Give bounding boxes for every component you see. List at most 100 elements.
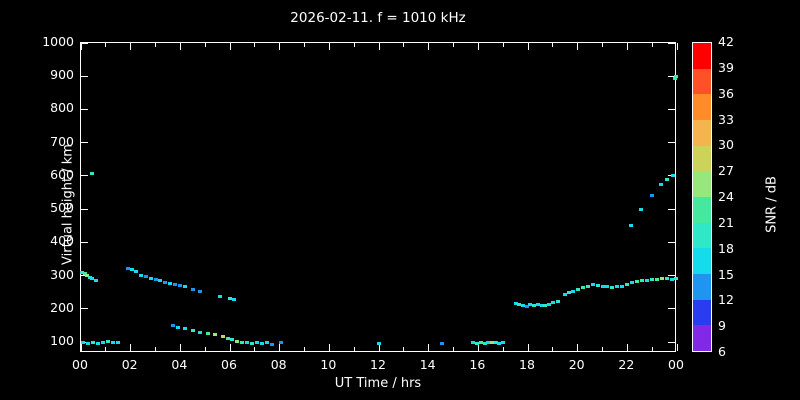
x-minor-tick bbox=[502, 347, 504, 351]
data-point bbox=[175, 325, 180, 329]
x-minor-tick bbox=[552, 43, 554, 47]
data-point bbox=[198, 290, 203, 294]
y-tick bbox=[668, 275, 675, 277]
x-tick-label: 00 bbox=[668, 357, 684, 372]
data-point bbox=[570, 289, 575, 293]
data-point bbox=[225, 336, 230, 340]
data-point bbox=[205, 331, 210, 335]
x-tick bbox=[676, 344, 678, 351]
y-tick bbox=[81, 275, 88, 277]
data-point bbox=[563, 293, 568, 297]
data-point bbox=[133, 270, 138, 274]
data-point bbox=[198, 330, 203, 334]
colorbar-segment bbox=[693, 325, 711, 352]
x-tick bbox=[279, 43, 281, 50]
data-point bbox=[486, 340, 491, 344]
data-point bbox=[575, 288, 580, 292]
data-point bbox=[489, 341, 494, 345]
data-point bbox=[265, 341, 270, 345]
data-point bbox=[513, 301, 518, 305]
y-tick bbox=[668, 241, 675, 243]
data-point bbox=[87, 275, 92, 279]
y-tick bbox=[668, 142, 675, 144]
y-tick-label: 500 bbox=[50, 200, 74, 216]
x-minor-tick bbox=[304, 43, 305, 47]
data-point bbox=[543, 304, 548, 308]
data-point bbox=[539, 303, 544, 307]
y-tick-label: 100 bbox=[50, 333, 74, 349]
x-tick bbox=[626, 43, 628, 50]
y-tick-label: 700 bbox=[50, 133, 74, 149]
data-point bbox=[240, 340, 245, 344]
x-minor-tick bbox=[155, 43, 156, 47]
x-tick-label: 14 bbox=[419, 357, 436, 372]
data-point bbox=[245, 340, 250, 344]
data-point bbox=[231, 298, 236, 301]
data-point bbox=[101, 340, 106, 344]
x-minor-tick bbox=[254, 347, 256, 351]
data-point bbox=[129, 268, 134, 272]
data-point bbox=[90, 171, 95, 175]
data-point bbox=[158, 279, 163, 283]
data-point bbox=[81, 340, 86, 344]
x-axis-label: UT Time / hrs bbox=[334, 376, 422, 391]
data-point bbox=[106, 339, 111, 343]
data-point bbox=[190, 328, 195, 332]
data-point bbox=[230, 338, 235, 342]
colorbar-segment bbox=[693, 171, 711, 198]
x-minor-tick bbox=[204, 43, 206, 47]
data-point bbox=[620, 285, 625, 289]
data-point bbox=[658, 182, 663, 186]
data-point bbox=[148, 276, 153, 280]
data-point bbox=[126, 266, 131, 270]
data-point bbox=[270, 342, 275, 346]
x-tick bbox=[328, 43, 330, 50]
data-point bbox=[650, 194, 655, 198]
data-point bbox=[630, 281, 635, 285]
data-point bbox=[116, 341, 121, 345]
data-point bbox=[535, 302, 540, 306]
x-minor-tick bbox=[403, 347, 405, 351]
x-tick-label: 18 bbox=[519, 357, 535, 372]
data-point bbox=[640, 278, 645, 282]
colorbar-tick-label: 12 bbox=[718, 292, 734, 308]
colorbar-tick-label: 33 bbox=[718, 111, 734, 127]
data-point bbox=[590, 283, 595, 287]
x-minor-tick bbox=[254, 43, 256, 47]
colorbar-segment bbox=[693, 197, 711, 223]
data-point bbox=[170, 323, 175, 327]
x-minor-tick bbox=[552, 347, 554, 351]
data-point bbox=[605, 285, 610, 289]
colorbar-segment bbox=[693, 68, 711, 95]
colorbar bbox=[692, 42, 712, 352]
x-tick-label: 00 bbox=[72, 357, 88, 372]
data-point bbox=[550, 301, 555, 305]
colorbar-tick-label: 9 bbox=[718, 318, 726, 334]
data-point bbox=[85, 274, 90, 278]
data-point bbox=[672, 77, 677, 81]
data-point bbox=[478, 340, 483, 344]
data-point bbox=[482, 342, 487, 346]
y-tick-label: 800 bbox=[50, 100, 74, 116]
colorbar-segment bbox=[693, 120, 711, 146]
data-point bbox=[235, 339, 240, 343]
data-point bbox=[153, 278, 158, 282]
x-tick-label: 02 bbox=[121, 357, 138, 372]
data-point bbox=[673, 277, 678, 281]
data-point bbox=[615, 284, 620, 288]
colorbar-label: SNR / dB bbox=[764, 176, 780, 233]
data-point bbox=[670, 277, 675, 281]
data-point bbox=[625, 283, 630, 287]
data-point bbox=[220, 334, 225, 338]
x-minor-tick bbox=[602, 347, 603, 351]
x-tick-label: 16 bbox=[469, 357, 486, 372]
data-point bbox=[524, 304, 529, 308]
x-tick-label: 20 bbox=[568, 357, 585, 372]
data-point bbox=[645, 279, 650, 283]
colorbar-tick-label: 24 bbox=[718, 189, 734, 204]
data-point bbox=[190, 288, 195, 292]
data-point bbox=[638, 207, 643, 211]
y-tick-label: 200 bbox=[50, 299, 74, 315]
data-point bbox=[635, 279, 640, 283]
data-point bbox=[168, 281, 173, 285]
